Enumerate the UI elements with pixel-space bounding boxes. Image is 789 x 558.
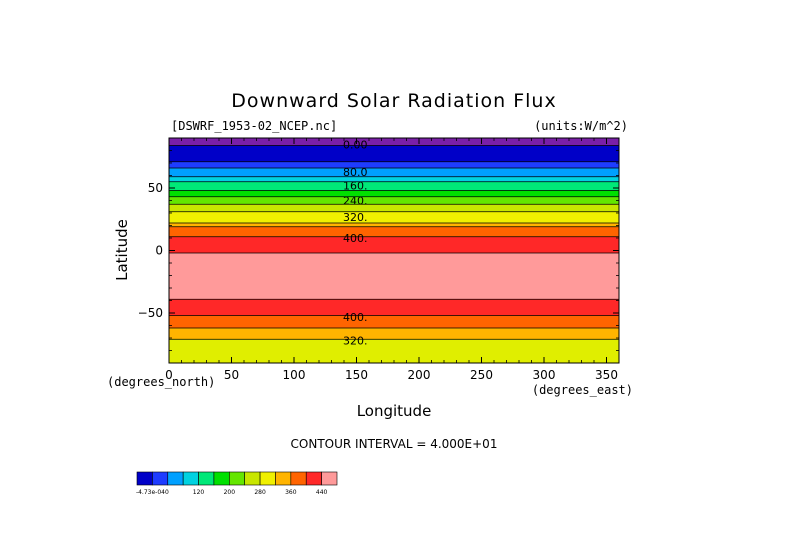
colorbar-swatch — [152, 471, 169, 486]
chart-title: Downward Solar Radiation Flux — [231, 90, 556, 112]
contour-band — [169, 299, 619, 316]
contour-band — [169, 204, 619, 212]
colorbar-swatch — [305, 471, 322, 486]
x-tick-label: 300 — [533, 368, 556, 382]
contour-band — [169, 236, 619, 253]
contour-band — [169, 181, 619, 191]
y-tick-labels: −50 0 50 — [138, 181, 163, 320]
contour-band — [169, 145, 619, 162]
contour-band — [169, 253, 619, 300]
contour-band — [169, 315, 619, 328]
contour-label: 160. — [343, 180, 368, 193]
contour-label: 320. — [343, 335, 368, 348]
contour-label: 240. — [343, 195, 368, 208]
x-tick-label: 100 — [283, 368, 306, 382]
colorbar-swatch — [167, 471, 184, 486]
x-tick-label: 200 — [408, 368, 431, 382]
axis-ticks — [168, 138, 619, 363]
x-tick-label: 250 — [470, 368, 493, 382]
contour-band — [169, 161, 619, 168]
contour-bands — [169, 138, 619, 363]
colorbar-swatch — [275, 471, 292, 486]
contour-band — [169, 226, 619, 237]
x-tick-label: 0 — [165, 368, 173, 382]
contour-label: 320. — [343, 211, 368, 224]
x-axis-label: Longitude — [357, 402, 432, 420]
colorbar-swatch — [198, 471, 215, 486]
contour-band — [169, 138, 619, 146]
contour-label: 80.0 — [343, 166, 368, 179]
colorbar-label: 280 — [254, 489, 266, 496]
colorbar-swatch — [213, 471, 230, 486]
colorbar-swatch — [229, 471, 245, 486]
contour-band — [169, 328, 619, 340]
x-tick-label: 150 — [345, 368, 368, 382]
contour-band — [169, 168, 619, 177]
colorbar-swatch — [321, 471, 338, 486]
colorbar-labels: -4.73e-040 120 200 280 360 440 — [136, 489, 328, 496]
contour-label: 400. — [343, 311, 368, 324]
contour-band — [169, 176, 619, 182]
contour-band — [169, 211, 619, 223]
dataset-label: [DSWRF_1953-02_NCEP.nc] — [171, 119, 337, 133]
colorbar-swatch — [182, 471, 199, 486]
y-tick-label: 0 — [155, 244, 163, 258]
x-tick-label: 350 — [595, 368, 618, 382]
y-unit-label: (degrees_north) — [107, 375, 215, 389]
y-tick-label: 50 — [148, 181, 163, 195]
colorbar-swatch — [259, 471, 276, 486]
colorbar-swatch — [136, 471, 153, 486]
contour-band — [169, 223, 619, 227]
contour-band — [169, 190, 619, 197]
contour-interval: CONTOUR INTERVAL = 4.000E+01 — [291, 437, 498, 451]
colorbar-swatch — [290, 471, 307, 486]
colorbar-label: 120 — [193, 489, 205, 496]
colorbar-label: -4.73e-040 — [136, 489, 169, 496]
colorbar-label: 200 — [224, 489, 236, 496]
contour-lines — [169, 145, 619, 340]
x-tick-labels: 0 50 100 150 200 250 300 350 — [165, 368, 618, 382]
colorbar-swatch — [244, 471, 261, 486]
contour-label: 400. — [343, 232, 368, 245]
colorbar — [136, 471, 338, 486]
x-tick-label: 50 — [224, 368, 239, 382]
y-tick-label: −50 — [138, 306, 163, 320]
units-label: (units:W/m^2) — [534, 119, 628, 133]
y-axis-label: Latitude — [113, 219, 131, 281]
colorbar-label: 440 — [316, 489, 328, 496]
x-unit-label: (degrees_east) — [532, 383, 633, 397]
colorbar-label: 360 — [285, 489, 297, 496]
contour-label: 0.00 — [343, 138, 368, 151]
contour-band — [169, 339, 619, 363]
contour-band — [169, 196, 619, 205]
